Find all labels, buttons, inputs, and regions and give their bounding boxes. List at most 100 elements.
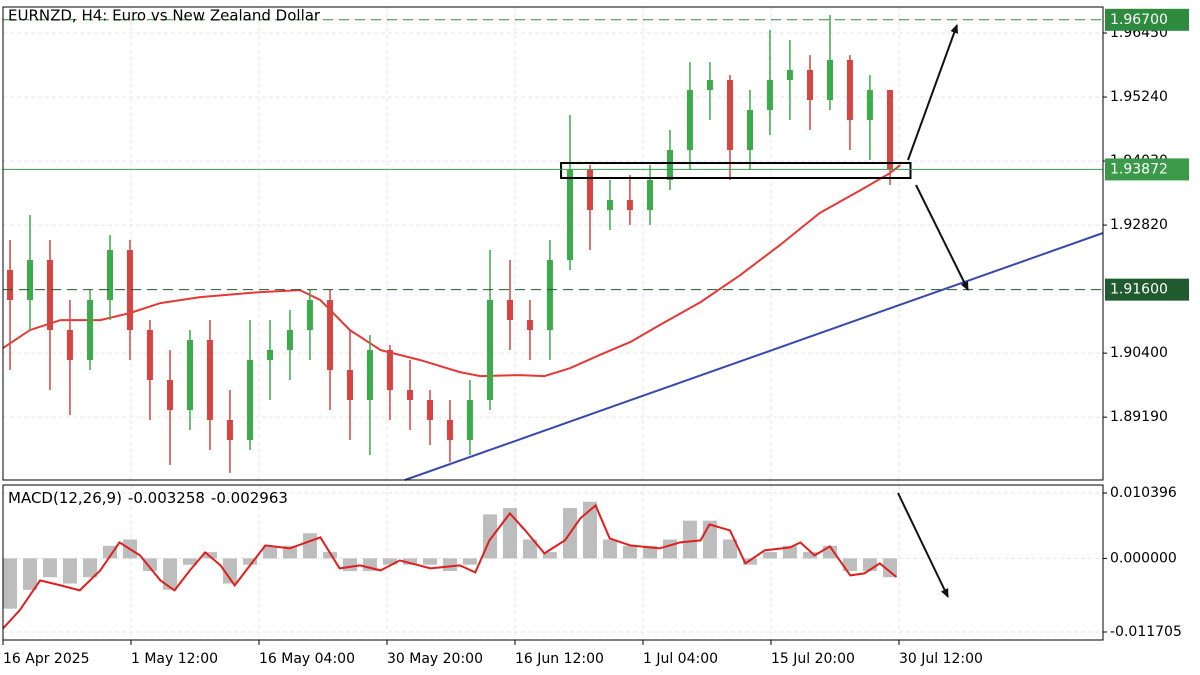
- macd-bar: [502, 508, 517, 559]
- price-panel-frame: [2, 6, 1104, 481]
- macd-bar: [83, 558, 98, 578]
- zone-box: [560, 162, 912, 179]
- macd-bar: [23, 558, 38, 590]
- macd-bar: [782, 545, 797, 559]
- macd-bar: [643, 545, 658, 559]
- x-tick-label: 16 Jun 12:00: [515, 651, 604, 667]
- x-tick-label: 1 Jul 04:00: [643, 651, 718, 667]
- candle-body: [766, 80, 773, 111]
- candle-body: [626, 200, 633, 211]
- candle-body: [27, 260, 34, 301]
- y-tick-label: -0.011705: [1110, 624, 1182, 640]
- y-tick-label: 1.89190: [1110, 409, 1168, 425]
- candle-body: [686, 90, 693, 151]
- macd-bar: [222, 558, 237, 584]
- candle-body: [887, 90, 894, 170]
- macd-bar: [462, 558, 477, 565]
- macd-bar: [682, 520, 697, 559]
- candle-body: [506, 300, 513, 321]
- macd-panel-frame: [2, 484, 1104, 641]
- x-tick-label: 15 Jul 20:00: [771, 651, 855, 667]
- macd-bar: [142, 558, 157, 571]
- arrow-down: [915, 184, 969, 291]
- level-label: 1.96700: [1110, 12, 1168, 28]
- indicator-line: [2, 164, 901, 378]
- candle-body: [407, 390, 414, 401]
- candle-body: [226, 420, 233, 441]
- macd-bar: [662, 539, 677, 559]
- candle-body: [66, 330, 73, 361]
- chart-title: EURNZD, H4: Euro vs New Zealand Dollar: [8, 7, 321, 25]
- candle-body: [826, 60, 833, 101]
- macd-bar: [263, 545, 278, 559]
- candle-body: [706, 80, 713, 91]
- candle-body: [546, 260, 553, 331]
- macd-bar: [103, 545, 118, 559]
- macd-bar: [622, 545, 637, 559]
- candle-body: [866, 90, 873, 121]
- macd-bar: [243, 558, 258, 565]
- candle-body: [606, 200, 613, 211]
- macd-bar: [62, 558, 77, 584]
- x-tick-label: 30 Jul 12:00: [899, 651, 983, 667]
- macd-bar: [522, 539, 537, 559]
- macd-bar: [742, 558, 757, 565]
- macd-bar: [542, 552, 557, 559]
- macd-label: MACD(12,26,9): [8, 489, 122, 507]
- candle-body: [366, 350, 373, 401]
- macd-bar: [42, 558, 57, 578]
- candle-body: [267, 350, 274, 361]
- signal-value: -0.002963: [211, 489, 288, 507]
- signal-line: [2, 503, 898, 630]
- y-tick-label: 1.90400: [1110, 345, 1168, 361]
- candle-body: [247, 360, 254, 441]
- candle-body: [746, 110, 753, 151]
- macd-bar: [723, 539, 738, 559]
- macd-bar: [342, 558, 357, 571]
- arrow-macd-down: [897, 492, 949, 598]
- x-tick-label: 1 May 12:00: [131, 651, 218, 667]
- x-tick-label: 30 May 20:00: [387, 651, 483, 667]
- candle-body: [807, 70, 814, 101]
- arrow-up: [907, 24, 959, 161]
- candle-body: [727, 80, 734, 151]
- candle-body: [206, 340, 213, 421]
- level-label-box: [1105, 158, 1189, 181]
- candle-body: [146, 330, 153, 381]
- candle-body: [7, 270, 14, 301]
- candle-body: [666, 150, 673, 181]
- macd-bar: [183, 558, 198, 565]
- candle-body: [286, 330, 293, 351]
- macd-value: -0.003258: [128, 489, 205, 507]
- candle-body: [346, 370, 353, 401]
- macd-bar: [382, 558, 397, 565]
- y-tick-label: 0.000000: [1110, 550, 1177, 566]
- candle-body: [586, 170, 593, 211]
- candle-body: [487, 300, 494, 401]
- candle-body: [187, 340, 194, 411]
- macd-header: MACD(12,26,9) -0.003258 -0.002963: [8, 489, 288, 507]
- candle-body: [87, 300, 94, 361]
- candle-body: [526, 320, 533, 331]
- macd-bar: [323, 552, 338, 559]
- candle-body: [126, 250, 133, 331]
- level-label: 1.91600: [1110, 282, 1168, 298]
- candle-body: [426, 400, 433, 421]
- level-label-box: [1105, 278, 1189, 301]
- candle-body: [306, 300, 313, 331]
- y-tick-label: 1.92820: [1110, 217, 1168, 233]
- candle-body: [786, 70, 793, 81]
- candle-body: [107, 250, 114, 301]
- macd-bar: [842, 558, 857, 571]
- macd-bar: [3, 558, 18, 609]
- macd-bar: [762, 552, 777, 559]
- macd-bar: [442, 558, 457, 571]
- macd-bar: [302, 533, 317, 559]
- level-label: 1.93872: [1110, 161, 1168, 177]
- macd-bar: [602, 539, 617, 559]
- candle-body: [446, 420, 453, 441]
- macd-bar: [803, 552, 818, 559]
- candle-body: [466, 400, 473, 441]
